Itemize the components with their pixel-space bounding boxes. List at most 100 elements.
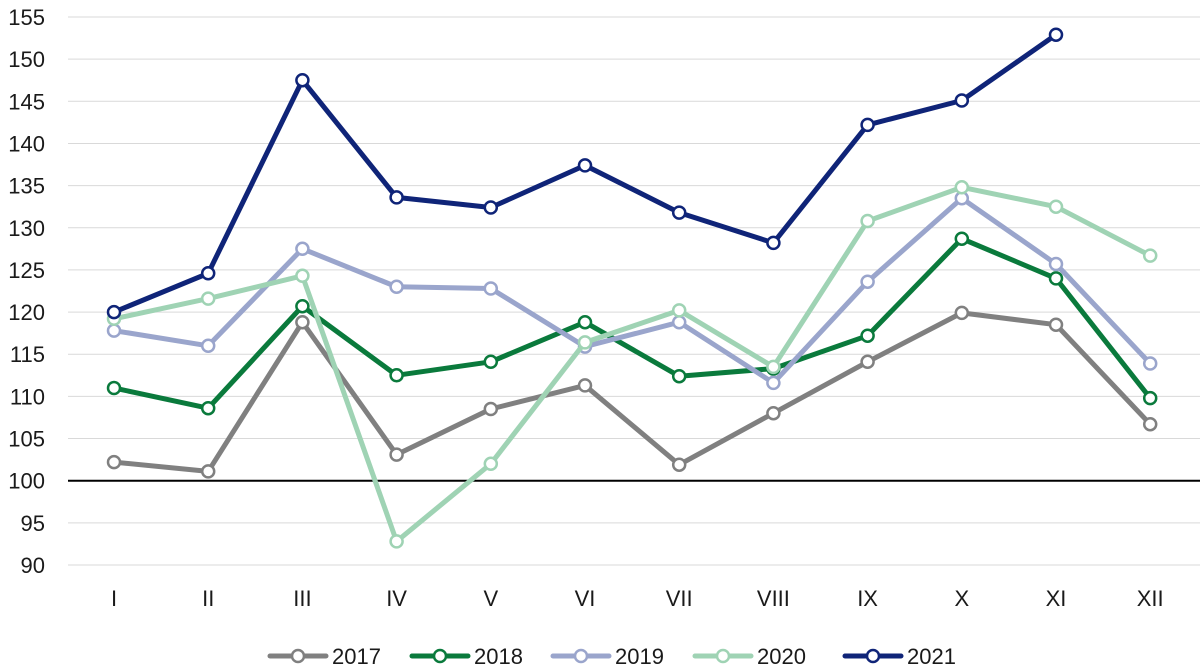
data-point-2018-III	[295, 298, 310, 314]
data-point-2020-V	[483, 456, 499, 472]
x-tick-label: XII	[1137, 586, 1164, 611]
y-tick-label: 105	[8, 427, 45, 452]
y-tick-label: 140	[8, 131, 45, 156]
x-tick-label: X	[954, 586, 969, 611]
series-2018	[106, 231, 1158, 416]
data-point-2017-XII	[1142, 416, 1158, 432]
data-point-2017-II	[200, 464, 216, 479]
y-tick-label: 120	[8, 300, 45, 325]
legend-item-2019: 2019	[550, 644, 664, 669]
data-point-2018-XI	[1048, 271, 1064, 286]
y-tick-label: 110	[10, 384, 45, 409]
y-tick-label: 100	[8, 469, 45, 494]
legend-item-2020: 2020	[692, 644, 806, 669]
y-tick-label: 135	[8, 174, 45, 199]
legend-item-2017: 2017	[267, 644, 381, 669]
series-line-2020	[111, 184, 1153, 544]
data-point-2019-V	[483, 281, 499, 296]
y-axis-ticks: 155 150 145 140 135 130 125 120 115 110 105 100 95 90	[8, 5, 45, 578]
series-lines	[106, 27, 1158, 549]
series-2019	[106, 191, 1158, 391]
data-point-2021-VIII	[766, 235, 781, 251]
x-tick-label: I	[111, 586, 117, 611]
data-point-2019-VIII	[766, 375, 781, 391]
data-point-2019-VII	[671, 314, 687, 330]
data-point-2017-IX	[860, 354, 875, 370]
data-point-2018-IV	[389, 368, 404, 383]
x-tick-label: V	[483, 586, 498, 611]
data-point-2021-IV	[389, 190, 404, 205]
data-point-2021-III	[295, 72, 310, 88]
legend-item-2021: 2021	[842, 644, 956, 669]
data-point-2018-V	[483, 354, 499, 370]
legend-swatch-marker	[290, 648, 306, 664]
data-point-2018-IX	[860, 328, 875, 343]
data-point-2019-IV	[389, 279, 404, 295]
x-tick-label: IX	[857, 586, 878, 611]
data-point-2019-XII	[1142, 356, 1158, 371]
legend: 2017 2018 2019 2020 2021	[267, 644, 956, 669]
series-line-2017	[111, 310, 1153, 474]
data-point-2017-III	[295, 314, 310, 330]
data-point-2019-XI	[1048, 256, 1064, 272]
x-tick-label: VII	[666, 586, 693, 611]
data-point-2020-VII	[671, 303, 687, 318]
data-point-2017-I	[106, 454, 122, 470]
x-tick-label: II	[202, 586, 214, 611]
data-point-2020-III	[295, 268, 310, 284]
data-point-2020-XII	[1142, 248, 1158, 263]
legend-swatch-marker	[432, 648, 448, 664]
series-line-2018	[111, 236, 1153, 411]
series-2020	[106, 180, 1158, 549]
data-point-2021-II	[200, 266, 216, 281]
data-point-2021-I	[106, 304, 122, 320]
legend-swatch-marker	[715, 648, 731, 664]
data-point-2018-VI	[577, 314, 593, 330]
data-point-2021-VI	[577, 158, 593, 173]
y-tick-label: 115	[10, 342, 45, 367]
legend-label: 2019	[615, 644, 664, 669]
data-point-2021-VII	[671, 205, 687, 220]
data-point-2017-VIII	[766, 405, 781, 421]
data-point-2020-VIII	[766, 359, 781, 375]
legend-swatch-marker	[573, 648, 589, 664]
data-point-2017-VI	[577, 378, 593, 393]
data-point-2019-III	[295, 241, 310, 257]
y-tick-label: 145	[8, 89, 45, 114]
data-point-2017-XI	[1048, 317, 1064, 332]
data-point-2020-II	[200, 291, 216, 306]
legend-label: 2021	[907, 644, 956, 669]
x-tick-label: VIII	[757, 586, 790, 611]
x-tick-label: IV	[386, 586, 407, 611]
legend-swatch-marker	[865, 648, 881, 664]
data-point-2018-VII	[671, 368, 687, 384]
data-point-2018-II	[200, 400, 216, 416]
series-2021	[106, 27, 1064, 320]
data-point-2021-X	[954, 93, 970, 108]
data-point-2019-I	[106, 323, 122, 338]
data-point-2021-IX	[860, 117, 875, 133]
y-tick-label: 95	[21, 511, 45, 536]
x-tick-label: VI	[575, 586, 596, 611]
y-tick-label: 130	[8, 216, 45, 241]
y-tick-label: 150	[8, 47, 45, 72]
data-point-2018-X	[954, 231, 970, 246]
data-point-2020-X	[954, 180, 970, 195]
y-tick-label: 90	[21, 553, 45, 578]
series-line-2021	[111, 32, 1059, 315]
gridlines	[68, 16, 1200, 566]
data-point-2017-IV	[389, 447, 404, 462]
data-point-2017-V	[483, 401, 499, 417]
data-point-2019-IX	[860, 274, 875, 289]
data-point-2017-X	[954, 305, 970, 321]
x-tick-label: III	[293, 586, 311, 611]
data-point-2020-IV	[389, 534, 404, 549]
legend-label: 2018	[474, 644, 523, 669]
x-tick-label: XI	[1046, 586, 1067, 611]
data-point-2020-VI	[577, 335, 593, 350]
legend-label: 2020	[757, 644, 806, 669]
legend-label: 2017	[332, 644, 381, 669]
data-point-2020-XI	[1048, 199, 1064, 214]
x-axis-ticks: I II III IV V VI VII VIII IX X XI XII	[111, 586, 1164, 611]
